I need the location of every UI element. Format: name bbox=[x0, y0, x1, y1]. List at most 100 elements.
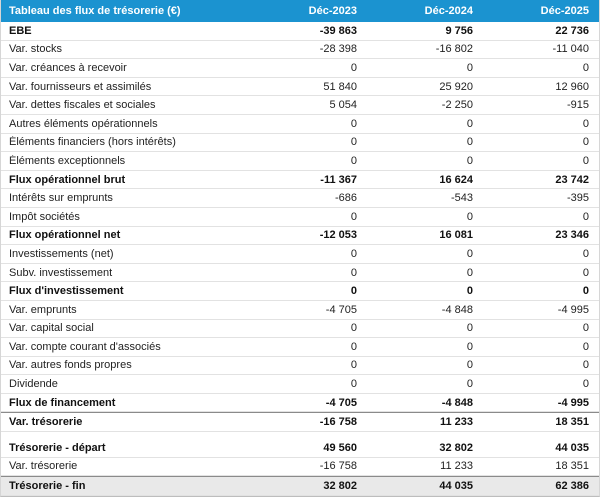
cell-value: -395 bbox=[566, 192, 589, 205]
cell-value: -12 053 bbox=[319, 229, 357, 242]
cell-value: -16 802 bbox=[435, 43, 473, 56]
cell-value: -4 995 bbox=[557, 396, 589, 409]
row-label: Impôt sociétés bbox=[9, 210, 80, 223]
cell-value: 0 bbox=[350, 378, 357, 391]
cell-value: -686 bbox=[334, 192, 357, 205]
cell-value: 0 bbox=[466, 117, 473, 130]
cell-value: 11 233 bbox=[439, 416, 473, 429]
table-row: Investissements (net) 0 0 0 bbox=[1, 245, 599, 264]
table-row: Var. dettes fiscales et sociales 5 054 -2 … bbox=[1, 96, 599, 115]
cell-value: 11 233 bbox=[440, 460, 473, 473]
cell-value: 0 bbox=[466, 378, 473, 391]
cell-value: 23 742 bbox=[555, 173, 589, 186]
cell-value: 0 bbox=[582, 378, 589, 391]
cell-value: -11 040 bbox=[552, 43, 590, 56]
cell-value: -4 995 bbox=[557, 303, 589, 316]
cell-value: 32 802 bbox=[323, 480, 357, 493]
row-label: Var. emprunts bbox=[9, 303, 77, 316]
row-label: Subv. investissement bbox=[9, 266, 113, 279]
cell-value: 0 bbox=[350, 247, 357, 260]
cell-value: 0 bbox=[582, 136, 589, 149]
column-header-dec-2024: Déc-2024 bbox=[424, 5, 473, 17]
cell-value: 0 bbox=[582, 340, 589, 353]
table-header-row: Tableau des flux de trésorerie (€) Déc-2… bbox=[1, 0, 599, 22]
cell-value: 0 bbox=[466, 136, 473, 149]
row-label: Flux d'investissement bbox=[9, 285, 124, 298]
cell-value: 0 bbox=[466, 359, 473, 372]
column-header-dec-2023: Déc-2023 bbox=[308, 5, 357, 17]
cell-value: 0 bbox=[582, 285, 589, 298]
row-label: Var. trésorerie bbox=[9, 416, 83, 429]
row-label: Autres éléments opérationnels bbox=[9, 117, 158, 130]
cell-value: 49 560 bbox=[323, 441, 357, 454]
cell-value: -11 367 bbox=[320, 173, 357, 186]
table-row: Flux opérationnel net -12 053 16 081 23 346 bbox=[1, 226, 599, 246]
row-label: Var. dettes fiscales et sociales bbox=[9, 99, 156, 112]
row-label: Var. créances à recevoir bbox=[9, 61, 127, 74]
row-label: EBE bbox=[9, 24, 32, 37]
cell-value: 0 bbox=[466, 247, 473, 260]
cell-value: -915 bbox=[566, 99, 589, 112]
cell-value: 23 346 bbox=[555, 229, 589, 242]
cell-value: 16 624 bbox=[439, 173, 473, 186]
cell-value: 0 bbox=[350, 322, 357, 335]
table-row: Intérêts sur emprunts -686 -543 -395 bbox=[1, 189, 599, 208]
row-label: Intérêts sur emprunts bbox=[9, 192, 113, 205]
cell-value: 0 bbox=[350, 117, 357, 130]
table-row: Flux de financement -4 705 -4 848 -4 995 bbox=[1, 393, 599, 413]
cell-value: 0 bbox=[466, 61, 473, 74]
cell-value: 0 bbox=[582, 266, 589, 279]
row-label: Var. trésorerie bbox=[9, 460, 78, 473]
cell-value: -39 863 bbox=[319, 24, 357, 37]
cell-value: 44 035 bbox=[555, 441, 589, 454]
table-row: Dividende 0 0 0 bbox=[1, 375, 599, 394]
row-label: Éléments exceptionnels bbox=[9, 154, 126, 167]
cell-value: -16 758 bbox=[319, 460, 357, 473]
cell-value: 0 bbox=[350, 340, 357, 353]
cell-value: 51 840 bbox=[323, 80, 357, 93]
cell-value: 44 035 bbox=[439, 480, 473, 493]
cell-value: 0 bbox=[582, 154, 589, 167]
cell-value: 0 bbox=[466, 154, 473, 167]
cell-value: 0 bbox=[350, 266, 357, 279]
row-label: Trésorerie - fin bbox=[9, 480, 86, 493]
cell-value: 62 386 bbox=[555, 480, 589, 493]
cell-value: 12 960 bbox=[555, 80, 589, 93]
cell-value: 22 736 bbox=[555, 24, 589, 37]
table-row: Var. stocks -28 398 -16 802 -11 040 bbox=[1, 40, 599, 60]
cell-value: 0 bbox=[582, 210, 589, 223]
cell-value: 0 bbox=[350, 136, 357, 149]
cell-value: 32 802 bbox=[439, 441, 473, 454]
cell-value: 0 bbox=[582, 322, 589, 335]
table-row: Impôt sociétés 0 0 0 bbox=[1, 207, 599, 227]
table-row: Trésorerie - départ 49 560 32 802 44 035 bbox=[1, 439, 599, 458]
cell-value: -16 758 bbox=[319, 416, 357, 429]
cell-value: 5 054 bbox=[329, 99, 357, 112]
cell-value: 0 bbox=[350, 359, 357, 372]
cell-value: -4 705 bbox=[325, 303, 357, 316]
table-row: EBE -39 863 9 756 22 736 bbox=[1, 22, 599, 41]
table-row: Var. trésorerie -16 758 11 233 18 351 bbox=[1, 457, 599, 477]
cell-value: 0 bbox=[466, 285, 473, 298]
cell-value: -28 398 bbox=[319, 43, 357, 56]
table-row: Var. capital social 0 0 0 bbox=[1, 319, 599, 339]
row-label: Investissements (net) bbox=[9, 247, 114, 260]
table-body: EBE -39 863 9 756 22 736 Var. stocks -28 398 -… bbox=[1, 22, 599, 496]
table-row: Flux opérationnel brut -11 367 16 624 23 74… bbox=[1, 170, 599, 190]
cell-value: 0 bbox=[350, 154, 357, 167]
row-label: Var. compte courant d'associés bbox=[9, 340, 161, 353]
table-row: Autres éléments opérationnels 0 0 0 bbox=[1, 114, 599, 134]
row-label: Flux de financement bbox=[9, 396, 116, 409]
section-gap bbox=[1, 432, 599, 440]
cell-value: -4 848 bbox=[441, 303, 473, 316]
row-label: Flux opérationnel net bbox=[9, 229, 121, 242]
row-label: Var. stocks bbox=[9, 43, 62, 56]
cell-value: 0 bbox=[466, 266, 473, 279]
table-row: Flux d'investissement 0 0 0 bbox=[1, 282, 599, 301]
cell-value: 0 bbox=[350, 61, 357, 74]
cell-value: 18 351 bbox=[555, 416, 589, 429]
cell-value: 0 bbox=[582, 247, 589, 260]
cell-value: 16 081 bbox=[439, 229, 473, 242]
row-label: Var. fournisseurs et assimilés bbox=[9, 80, 152, 93]
